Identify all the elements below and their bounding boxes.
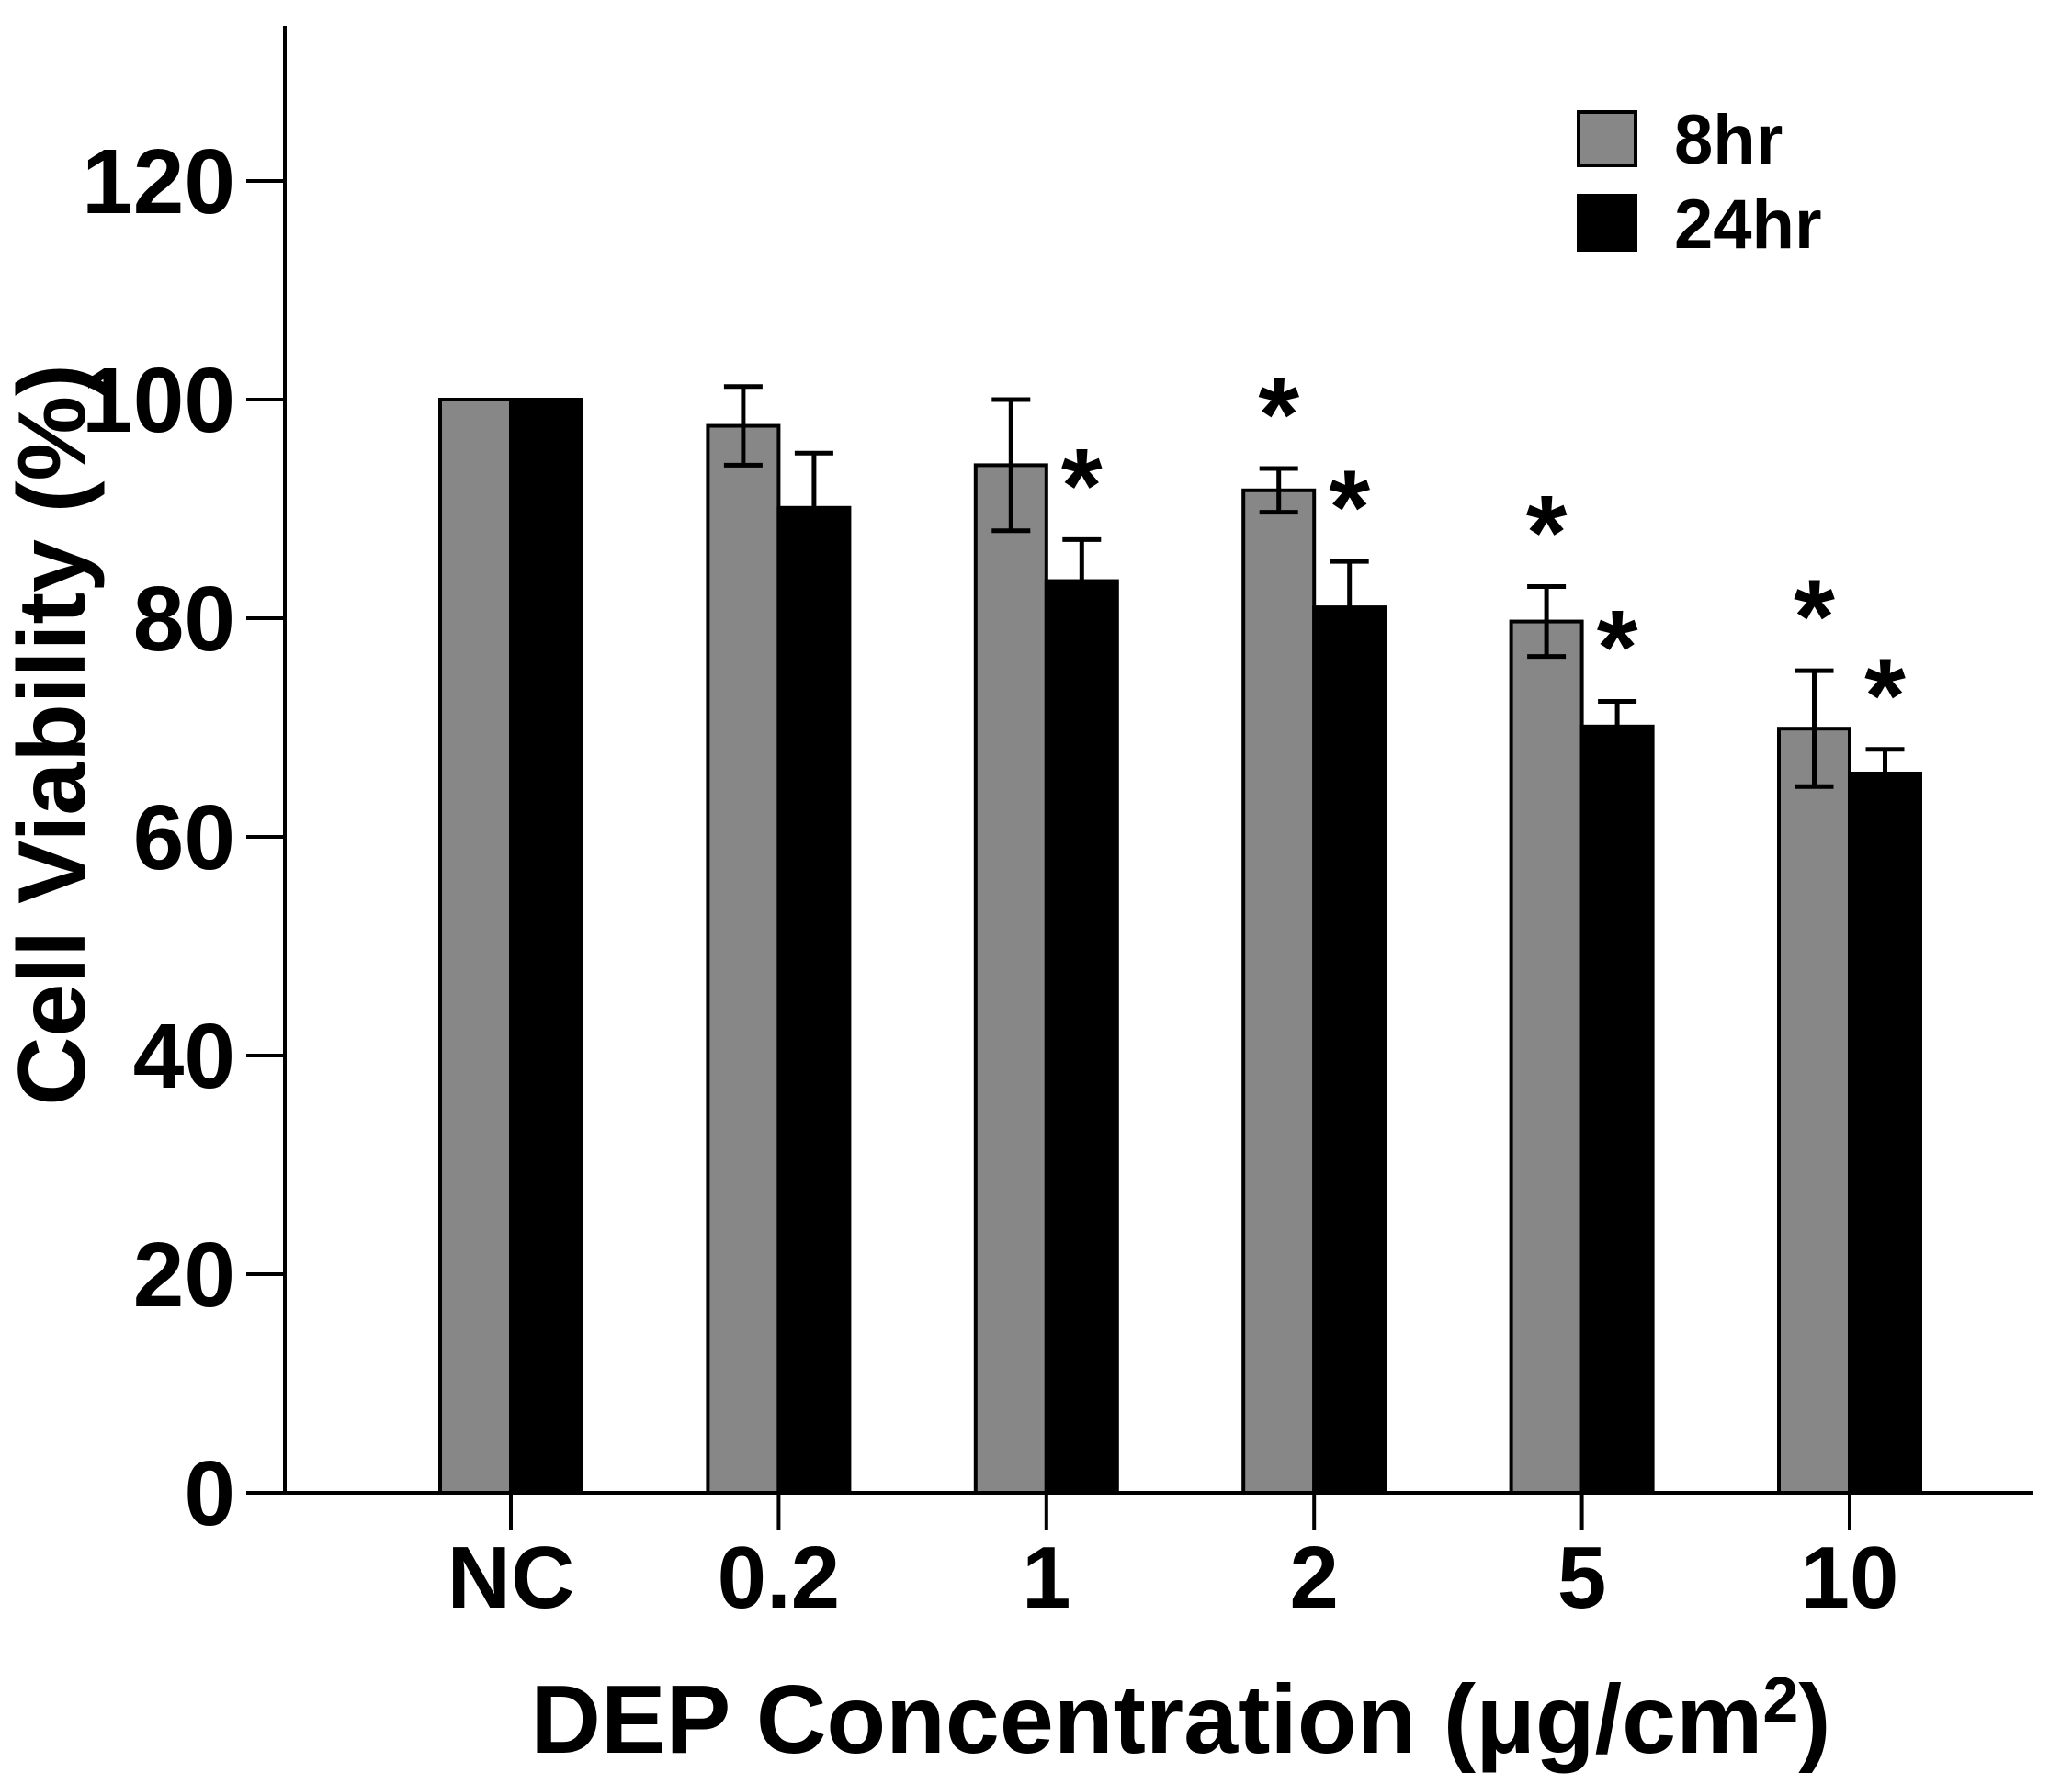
significance-asterisk-24hr-1: *	[1061, 427, 1103, 545]
bar-8hr-10	[1777, 727, 1851, 1495]
significance-asterisk-8hr-5: *	[1526, 474, 1568, 592]
x-category-label-1: 1	[1022, 1529, 1070, 1627]
significance-asterisk-8hr-10: *	[1794, 559, 1835, 676]
bar-8hr-2	[1241, 488, 1317, 1495]
x-axis-title-superscript: 2	[1762, 1664, 1798, 1735]
y-tick-label-60: 60	[133, 786, 235, 889]
y-axis-title: Cell Viability (%)	[0, 364, 106, 1105]
y-tick-label-0: 0	[184, 1442, 235, 1545]
bar-8hr-0.2	[706, 423, 781, 1495]
x-category-label-NC: NC	[447, 1529, 575, 1627]
legend: 8hr 24hr	[1577, 101, 1822, 264]
y-tick-label-120: 120	[82, 130, 235, 233]
bar-24hr-1	[1044, 579, 1119, 1495]
x-axis-title-main: DEP Concentration (μg/cm	[530, 1665, 1762, 1774]
bar-24hr-2	[1312, 605, 1387, 1495]
x-category-label-2: 2	[1290, 1529, 1339, 1627]
bar-24hr-10	[1848, 771, 1922, 1495]
legend-label-8hr: 8hr	[1674, 101, 1783, 179]
x-axis-title-close: )	[1798, 1665, 1830, 1774]
bar-24hr-NC	[509, 398, 583, 1495]
bar-8hr-5	[1509, 619, 1584, 1495]
x-category-label-5: 5	[1557, 1529, 1606, 1627]
x-category-label-0.2: 0.2	[718, 1529, 840, 1627]
bar-8hr-NC	[438, 398, 513, 1495]
legend-label-24hr: 24hr	[1674, 186, 1822, 264]
y-tick-label-100: 100	[82, 349, 235, 452]
significance-asterisk-24hr-10: *	[1864, 638, 1906, 755]
significance-asterisk-24hr-5: *	[1597, 589, 1638, 706]
bar-8hr-1	[973, 463, 1048, 1495]
bar-24hr-0.2	[776, 505, 852, 1495]
legend-swatch-24hr	[1577, 194, 1637, 252]
x-axis-title: DEP Concentration (μg/cm2)	[530, 1664, 1830, 1774]
significance-asterisk-24hr-2: *	[1329, 449, 1370, 567]
bar-24hr-5	[1579, 724, 1655, 1495]
y-tick-label-80: 80	[133, 568, 235, 671]
x-category-label-10: 10	[1801, 1529, 1899, 1627]
significance-asterisk-8hr-2: *	[1258, 356, 1299, 474]
y-tick-label-20: 20	[133, 1224, 235, 1327]
y-tick-label-40: 40	[133, 1005, 235, 1108]
legend-swatch-8hr	[1577, 110, 1637, 167]
